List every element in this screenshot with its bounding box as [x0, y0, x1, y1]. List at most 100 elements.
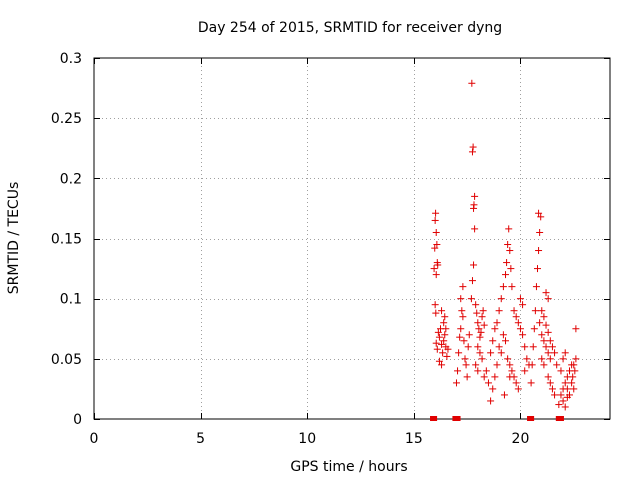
data-point [521, 367, 529, 375]
data-point [465, 331, 473, 339]
data-point [461, 355, 469, 363]
data-point [495, 307, 503, 315]
data-point [456, 333, 464, 341]
data-point [561, 349, 569, 357]
data-point [431, 244, 439, 252]
zero-marker [557, 416, 564, 421]
data-point [442, 325, 450, 333]
data-point [506, 373, 514, 381]
chart-title: Day 254 of 2015, SRMTID for receiver dyn… [198, 20, 502, 36]
data-point [431, 301, 439, 309]
data-point [472, 361, 480, 369]
data-point [497, 349, 505, 357]
data-point [468, 148, 476, 156]
data-point [480, 321, 488, 329]
data-point [470, 201, 478, 209]
data-point [542, 289, 550, 297]
y-tick-label: 0.15 [51, 232, 82, 248]
data-point [480, 373, 488, 381]
data-point [546, 379, 554, 387]
x-tick-label: 10 [298, 431, 316, 447]
data-point [516, 325, 524, 333]
data-point [523, 355, 531, 363]
data-point [455, 349, 463, 357]
y-tick-label: 0.25 [51, 111, 82, 127]
data-point [537, 213, 545, 221]
data-point [557, 391, 565, 399]
data-point [551, 391, 559, 399]
data-point [432, 339, 440, 347]
data-point [478, 313, 486, 321]
data-point [512, 379, 520, 387]
data-point [551, 349, 559, 357]
zero-marker [528, 416, 535, 421]
data-point [468, 277, 476, 285]
data-point [499, 331, 507, 339]
data-point [482, 367, 490, 375]
data-point [538, 307, 546, 315]
data-point [544, 373, 552, 381]
data-point [441, 313, 449, 321]
y-tick-label: 0 [73, 412, 82, 428]
data-point [438, 340, 446, 348]
data-point [435, 357, 443, 365]
data-point [493, 361, 501, 369]
y-tick-label: 0.05 [51, 352, 82, 368]
data-point [548, 343, 556, 351]
x-tick-label: 15 [405, 431, 423, 447]
data-point [528, 361, 536, 369]
data-point [471, 225, 479, 233]
y-tick-labels: 0 0.05 0.1 0.15 0.2 0.25 0.3 [51, 51, 82, 428]
data-point [536, 319, 544, 327]
data-point [457, 325, 465, 333]
data-point [444, 345, 452, 353]
data-point [477, 328, 485, 336]
data-point [563, 385, 571, 393]
data-point [557, 367, 565, 375]
data-point [514, 385, 522, 393]
data-point [540, 313, 548, 321]
data-point [487, 349, 495, 357]
data-point [476, 333, 484, 341]
data-point [546, 337, 554, 345]
zero-marker [431, 416, 438, 421]
data-point [544, 349, 552, 357]
data-point [502, 337, 510, 345]
data-point [433, 345, 441, 353]
data-point [532, 283, 540, 291]
data-point [561, 379, 569, 387]
data-point [463, 373, 471, 381]
data-point [540, 337, 548, 345]
data-point [561, 403, 569, 411]
data-point [572, 355, 580, 363]
data-point [457, 295, 465, 303]
data-point [514, 319, 522, 327]
data-point [538, 355, 546, 363]
data-point [430, 265, 438, 273]
data-point [487, 397, 495, 405]
data-point [434, 261, 442, 269]
data-point [443, 352, 451, 360]
data-point [507, 265, 515, 273]
data-point [569, 373, 577, 381]
data-point [508, 367, 516, 375]
data-point [439, 349, 447, 357]
data-point [459, 283, 467, 291]
data-point [563, 393, 571, 401]
data-point [493, 319, 501, 327]
data-point [454, 367, 462, 375]
data-point [441, 331, 449, 339]
data-point [497, 295, 505, 303]
data-point [484, 379, 492, 387]
data-point [435, 333, 443, 341]
data-point [489, 337, 497, 345]
data-point [546, 355, 554, 363]
data-point [519, 301, 527, 309]
data-point [468, 79, 476, 87]
data-point [559, 397, 567, 405]
x-tick-label: 5 [196, 431, 205, 447]
data-point [432, 228, 440, 236]
data-point [433, 241, 441, 249]
data-point [529, 343, 537, 351]
